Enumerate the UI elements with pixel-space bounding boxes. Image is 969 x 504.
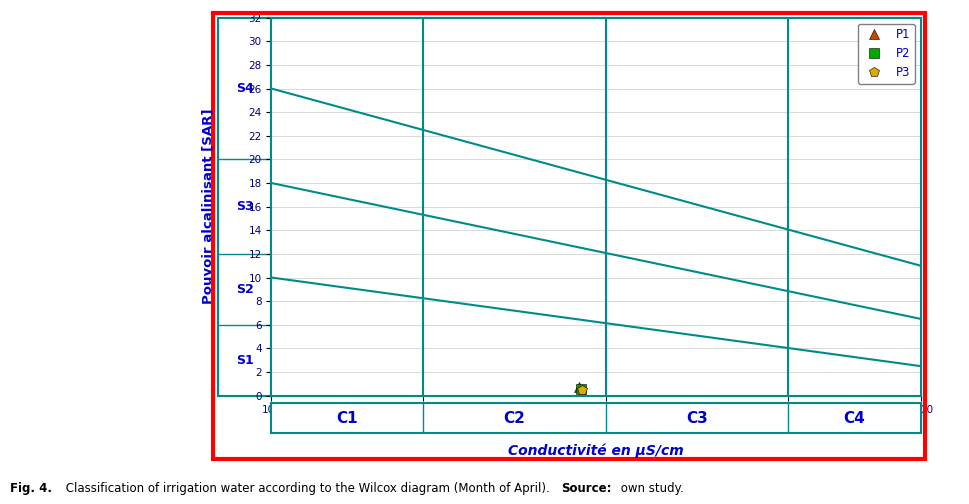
Text: C4: C4	[843, 411, 865, 426]
Text: C2: C2	[504, 411, 525, 426]
Text: C3: C3	[686, 411, 707, 426]
Text: Source:: Source:	[561, 482, 611, 495]
Legend: P1, P2, P3: P1, P2, P3	[858, 24, 915, 84]
Text: S2: S2	[235, 283, 254, 296]
Text: C1: C1	[336, 411, 359, 426]
Text: S1: S1	[235, 354, 254, 367]
Text: Fig. 4.: Fig. 4.	[10, 482, 51, 495]
Text: S3: S3	[235, 200, 254, 213]
Text: Conductivité en µS/cm: Conductivité en µS/cm	[508, 444, 684, 458]
Text: S4: S4	[235, 82, 254, 95]
Text: own study.: own study.	[617, 482, 684, 495]
Text: Classification of irrigation water according to the Wilcox diagram (Month of Apr: Classification of irrigation water accor…	[62, 482, 553, 495]
Text: Pouvoir alcalinisant [SAR]: Pouvoir alcalinisant [SAR]	[202, 109, 215, 304]
